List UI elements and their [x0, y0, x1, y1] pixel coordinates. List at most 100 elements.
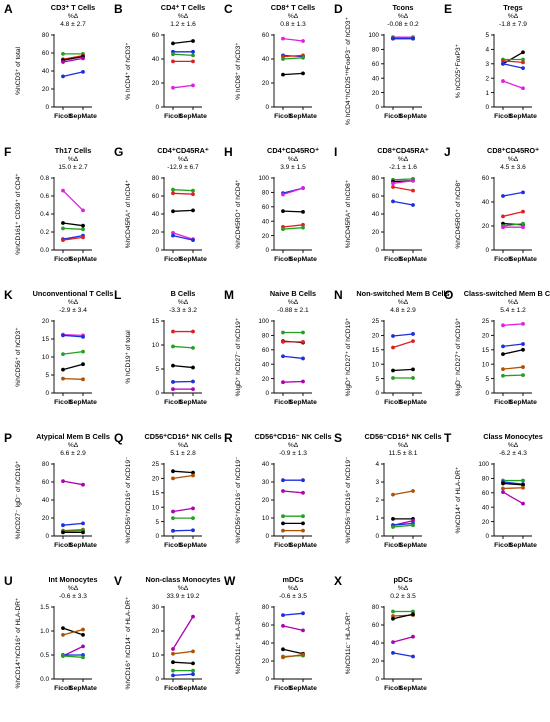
- panel-title: Class Monocytes: [483, 432, 543, 441]
- y-tick-label: 60: [482, 175, 490, 182]
- x-tick-label: SepMate: [399, 542, 427, 549]
- series-line: [62, 334, 84, 337]
- data-point: [301, 528, 305, 533]
- data-point: [191, 387, 195, 392]
- y-tick-label: 0: [485, 247, 489, 254]
- x-tick-label: SepMate: [399, 113, 427, 120]
- data-point: [81, 362, 85, 367]
- y-tick-label: 10: [152, 504, 160, 511]
- series-line: [502, 80, 524, 89]
- series-line: [392, 340, 414, 349]
- y-tick-label: 80: [482, 476, 490, 483]
- panel-j: J CD8⁺CD45RO⁺%Δ4.5 ± 3.6 %hCD45RO⁺ of hCD8…: [444, 145, 539, 263]
- y-tick-label: 0.6: [40, 193, 49, 200]
- x-tick-label: SepMate: [69, 685, 97, 692]
- series-line: [172, 507, 194, 513]
- y-tick-label: 20: [262, 497, 270, 504]
- data-point: [521, 225, 525, 230]
- delta-label: %Δ: [288, 156, 299, 163]
- y-tick-label: 5: [485, 32, 489, 39]
- data-point: [501, 481, 505, 486]
- series-line: [502, 481, 524, 485]
- y-tick-label: 80: [262, 190, 270, 197]
- delta-label: %Δ: [68, 442, 79, 449]
- data-point: [171, 647, 175, 651]
- panel-title: CD8⁺CD45RO⁺: [487, 146, 539, 155]
- y-tick-label: 0: [155, 533, 159, 540]
- series-line: [392, 368, 414, 372]
- panel-letter: U: [4, 574, 13, 588]
- y-tick-label: 60: [152, 193, 160, 200]
- panel-f: F Th17 Cells%Δ15.0 ± 2.7 %hCD161⁺ CD39⁺ of…: [4, 145, 97, 263]
- data-point: [191, 473, 195, 478]
- data-point: [191, 649, 195, 654]
- data-point: [521, 482, 525, 487]
- data-point: [501, 490, 505, 494]
- data-point: [281, 521, 285, 526]
- y-tick-label: 40: [372, 211, 380, 218]
- data-point: [61, 479, 65, 483]
- y-tick-label: 100: [368, 32, 379, 39]
- y-tick-label: 0: [375, 247, 379, 254]
- data-point: [171, 209, 175, 214]
- data-point: [81, 530, 85, 535]
- x-tick-label: Ficoll: [494, 399, 512, 406]
- y-tick-label: 2: [375, 497, 379, 504]
- data-point: [61, 654, 65, 658]
- data-point: [81, 627, 85, 632]
- y-axis-label: %IgD⁺ hCD27⁺ of hCD19⁺: [345, 317, 352, 396]
- delta-value: -0.08 ± 0.2: [387, 21, 419, 28]
- series-line: [62, 234, 84, 240]
- data-point: [521, 485, 525, 490]
- data-point: [391, 36, 395, 41]
- x-tick-label: Ficoll: [164, 685, 182, 692]
- data-point: [191, 470, 195, 475]
- delta-label: %Δ: [508, 442, 519, 449]
- series-line: [502, 63, 524, 69]
- y-tick-label: 20: [372, 90, 380, 97]
- y-axis-label: %hCD56⁻hCD16⁺ of hCD19⁻: [345, 456, 352, 544]
- y-tick-label: 0.0: [40, 247, 49, 254]
- x-tick-label: SepMate: [69, 542, 97, 549]
- data-point: [61, 523, 65, 528]
- y-tick-label: 20: [482, 519, 490, 526]
- panel-title: Atypical Mem B Cells: [36, 432, 110, 441]
- panel-letter: G: [114, 145, 123, 159]
- data-point: [391, 181, 395, 186]
- y-tick-label: 25: [152, 461, 160, 468]
- data-point: [81, 235, 85, 240]
- panel-letter: C: [224, 2, 233, 16]
- x-tick-label: Ficoll: [274, 113, 292, 120]
- y-tick-label: 15: [152, 318, 160, 325]
- data-point: [191, 528, 195, 533]
- y-tick-label: 0.0: [40, 676, 49, 683]
- x-tick-label: SepMate: [289, 256, 317, 263]
- data-point: [81, 70, 85, 74]
- x-tick-label: SepMate: [399, 256, 427, 263]
- y-axis-label: %hCD56⁺hCD16⁻ of hCD19⁻: [235, 456, 242, 544]
- panel-b: B CD4⁺ T Cells%Δ1.2 ± 1.6 % hCD4⁺ of hCD3⁺…: [114, 2, 207, 120]
- y-axis-label: %hCD11c⁺ HLA-DR⁺: [235, 611, 242, 674]
- panel-letter: J: [444, 145, 451, 159]
- panel-letter: V: [114, 574, 122, 588]
- data-point: [171, 233, 175, 238]
- data-point: [411, 523, 415, 528]
- data-point: [411, 367, 415, 372]
- panel-title: Int Monocytes: [48, 575, 97, 584]
- data-point: [281, 489, 285, 493]
- panel-title: Tcons: [393, 3, 414, 12]
- series-line: [172, 470, 194, 474]
- data-point: [501, 61, 505, 66]
- y-tick-label: 60: [42, 50, 50, 57]
- delta-label: %Δ: [508, 299, 519, 306]
- series-line: [392, 200, 414, 206]
- series-line: [282, 648, 304, 655]
- data-point: [521, 478, 525, 483]
- data-point: [501, 225, 505, 230]
- y-tick-label: 10: [482, 361, 490, 368]
- data-point: [411, 489, 415, 493]
- panel-r: R CD56⁺CD16⁻ NK Cells%Δ-0.9 ± 1.3 %hCD56⁺h…: [224, 431, 332, 549]
- series-line: [62, 55, 84, 61]
- y-tick-label: 60: [262, 347, 270, 354]
- panel-title: Th17 Cells: [55, 146, 92, 155]
